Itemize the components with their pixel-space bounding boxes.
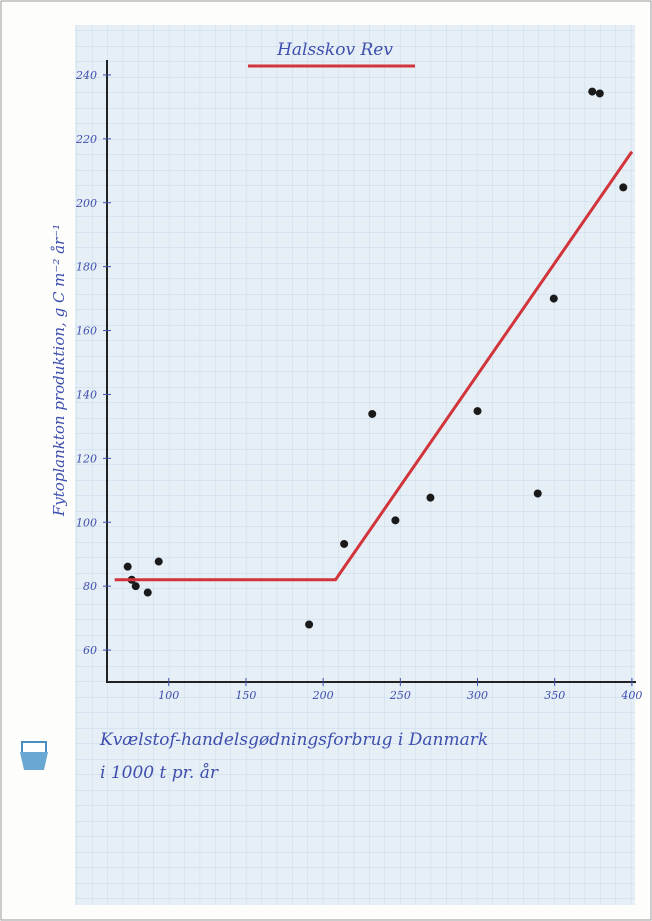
data-point (595, 89, 604, 98)
y-axis-label: Fytoplankton produktion, g C m⁻² år⁻¹ (50, 224, 68, 517)
y-tick-label: 200 (75, 197, 97, 210)
y-tick-label: 60 (83, 644, 97, 657)
x-tick-label: 100 (158, 689, 179, 702)
data-point (426, 493, 435, 502)
y-tick-label: 240 (75, 69, 97, 82)
x-axis-label: i 1000 t pr. år (100, 763, 219, 783)
x-tick-label: 300 (467, 689, 488, 702)
x-tick-label: 400 (620, 689, 642, 702)
y-tick-label: 180 (76, 261, 97, 274)
data-point (143, 588, 152, 597)
data-point (368, 409, 377, 418)
y-tick-label: 120 (76, 452, 97, 465)
data-point (473, 407, 482, 416)
data-point (305, 620, 314, 629)
y-tick-label: 100 (76, 516, 97, 529)
x-tick-label: 350 (544, 689, 565, 702)
data-point (549, 294, 558, 303)
data-point (340, 539, 349, 548)
data-point (391, 516, 400, 525)
data-point (619, 183, 628, 192)
chart-title: Halsskov Rev (276, 40, 393, 60)
data-point (123, 562, 132, 571)
y-tick-label: 80 (83, 580, 97, 593)
logo (20, 741, 48, 770)
x-tick-label: 200 (312, 689, 334, 702)
x-axis-label: Kvælstof-handelsgødningsforbrug i Danmar… (99, 730, 488, 750)
data-point (131, 582, 140, 591)
graph-grid (75, 25, 635, 905)
y-tick-label: 160 (76, 325, 97, 338)
x-tick-label: 150 (235, 689, 256, 702)
y-tick-label: 140 (76, 388, 97, 401)
data-point (154, 557, 163, 566)
y-tick-label: 220 (75, 133, 97, 146)
data-point (588, 87, 597, 96)
data-point (533, 489, 542, 498)
x-tick-label: 250 (389, 689, 411, 702)
fit-line (114, 150, 634, 582)
